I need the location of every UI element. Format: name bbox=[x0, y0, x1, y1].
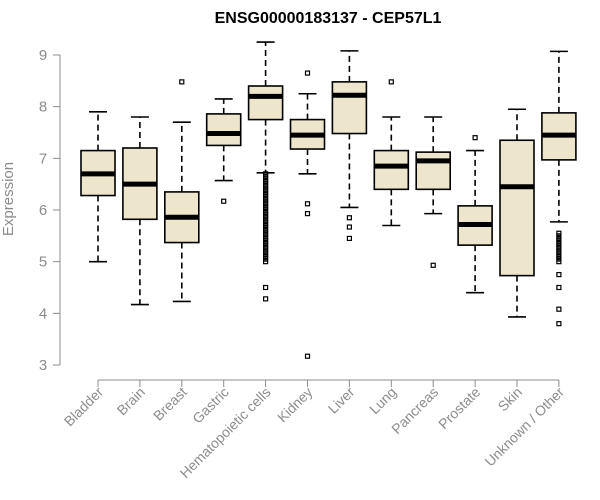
outlier-point bbox=[304, 70, 311, 76]
outlier-point bbox=[346, 224, 352, 230]
x-tick-label: Liver bbox=[325, 384, 358, 417]
iqr-box bbox=[499, 139, 535, 277]
box-group bbox=[289, 70, 326, 359]
box-group bbox=[331, 50, 368, 242]
outlier-point bbox=[556, 271, 562, 278]
iqr-box bbox=[247, 85, 284, 121]
outlier-point bbox=[556, 321, 562, 327]
outlier-point bbox=[388, 79, 394, 85]
box-series bbox=[80, 41, 577, 359]
iqr-box bbox=[331, 81, 368, 135]
x-tick-label: Skin bbox=[495, 384, 526, 415]
box-group bbox=[457, 135, 493, 294]
outlier-point bbox=[472, 135, 478, 141]
x-tick-label: Bladder bbox=[61, 384, 107, 430]
outlier-point bbox=[346, 235, 352, 242]
box-group bbox=[499, 108, 535, 318]
outlier-point bbox=[304, 211, 311, 217]
outlier-point bbox=[556, 284, 562, 291]
y-axis-label: Expression bbox=[0, 162, 17, 236]
outlier-point bbox=[221, 198, 227, 204]
outlier-point bbox=[346, 215, 352, 221]
outlier-point bbox=[179, 79, 185, 85]
iqr-box bbox=[373, 149, 410, 191]
outlier-point bbox=[556, 306, 562, 312]
iqr-box bbox=[205, 113, 242, 147]
y-tick-label: 8 bbox=[39, 99, 47, 116]
box-group bbox=[80, 111, 116, 263]
box-group bbox=[122, 116, 158, 306]
x-tick-label: Prostate bbox=[435, 384, 483, 432]
x-tick-label: Pancreas bbox=[388, 384, 441, 437]
box-group bbox=[373, 79, 410, 227]
y-tick-label: 5 bbox=[39, 254, 47, 271]
box-group bbox=[247, 41, 284, 302]
outlier-point bbox=[304, 201, 311, 207]
x-tick-label: Kidney bbox=[274, 384, 316, 426]
box-group bbox=[205, 98, 242, 204]
chart-title: ENSG00000183137 - CEP57L1 bbox=[215, 10, 442, 27]
y-tick-label: 9 bbox=[39, 47, 47, 64]
outlier-point bbox=[430, 262, 436, 268]
y-tick-label: 6 bbox=[39, 202, 47, 219]
iqr-box bbox=[415, 151, 452, 191]
x-tick-label: Lung bbox=[366, 384, 399, 417]
outlier-point bbox=[263, 259, 269, 265]
y-tick-label: 3 bbox=[39, 357, 47, 374]
outlier-point bbox=[556, 259, 562, 265]
box-group bbox=[164, 79, 200, 303]
box-group bbox=[415, 116, 452, 268]
y-tick-label: 7 bbox=[39, 150, 47, 167]
outlier-point bbox=[304, 353, 311, 359]
outlier-point bbox=[263, 284, 269, 291]
box-group bbox=[541, 50, 577, 327]
outlier-point bbox=[263, 296, 269, 302]
x-tick-label: Brain bbox=[114, 384, 148, 418]
y-axis: 3 4 5 6 7 8 9 bbox=[39, 47, 61, 374]
x-tick-label: Unknown / Other bbox=[481, 384, 567, 470]
x-tick-label: Breast bbox=[150, 384, 190, 424]
y-tick-label: 4 bbox=[39, 305, 47, 322]
